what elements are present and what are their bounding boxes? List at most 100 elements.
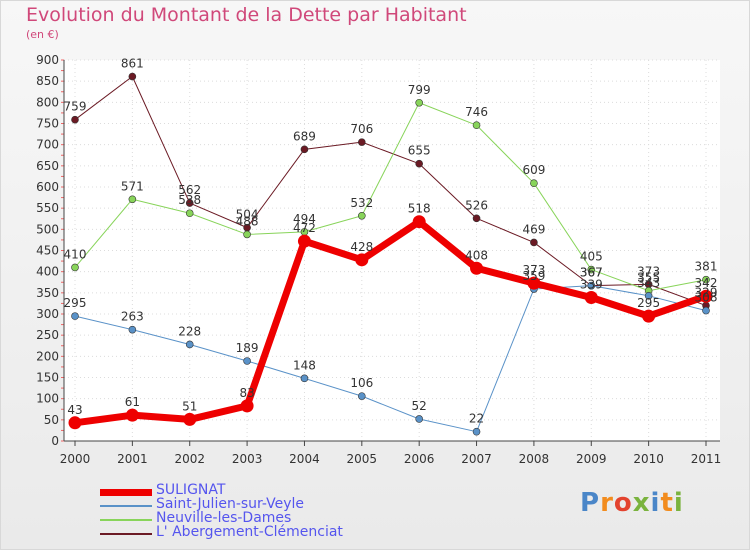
y-tick-label: 300	[36, 307, 59, 321]
data-label: 494	[293, 212, 316, 226]
data-point	[240, 399, 254, 413]
x-tick-label: 2003	[232, 452, 263, 466]
data-point	[125, 408, 139, 422]
data-label: 263	[121, 310, 144, 324]
data-label: 367	[580, 266, 603, 280]
data-label: 469	[522, 222, 545, 236]
data-point	[587, 281, 596, 290]
data-point	[472, 121, 481, 129]
data-point	[128, 325, 137, 334]
x-tick-label: 2006	[404, 452, 435, 466]
data-label: 83	[239, 386, 254, 400]
data-label: 472	[293, 221, 316, 235]
y-tick-label: 50	[44, 413, 59, 427]
data-point	[527, 276, 541, 290]
legend-swatch	[100, 519, 152, 521]
data-point	[355, 253, 369, 267]
data-point	[185, 199, 194, 207]
data-label: 43	[67, 403, 82, 417]
data-label: 655	[408, 144, 431, 158]
data-point	[472, 214, 481, 223]
data-point	[530, 238, 538, 247]
data-point	[68, 416, 82, 430]
data-label: 148	[293, 358, 316, 372]
data-point	[185, 209, 194, 218]
legend-swatch	[100, 488, 152, 496]
data-label: 373	[637, 264, 660, 278]
data-point	[358, 138, 366, 146]
x-tick-label: 2008	[519, 452, 550, 466]
x-tick-label: 2000	[60, 452, 91, 466]
data-label: 228	[178, 324, 201, 338]
data-point	[358, 392, 366, 400]
chart-subtitle: (en €)	[26, 28, 59, 41]
y-tick-label: 150	[36, 371, 59, 385]
y-tick-label: 500	[36, 222, 59, 236]
data-label: 61	[125, 395, 140, 409]
logo-letter: r	[600, 488, 614, 518]
data-point	[530, 179, 538, 187]
x-tick-label: 2005	[347, 452, 378, 466]
data-label: 526	[465, 198, 488, 212]
data-point	[472, 427, 481, 436]
data-label: 504	[236, 208, 259, 222]
series-line-2	[74, 285, 707, 433]
data-point	[128, 195, 137, 204]
data-label: 571	[121, 179, 144, 193]
data-point	[183, 412, 197, 426]
legend-swatch	[100, 533, 152, 535]
data-label: 329	[695, 286, 718, 300]
logo-letter: P	[580, 488, 601, 518]
x-tick-label: 2011	[691, 452, 722, 466]
y-tick-label: 700	[36, 138, 59, 152]
x-tick-label: 2002	[174, 452, 205, 466]
data-point	[415, 415, 423, 423]
data-label: 367	[580, 266, 603, 280]
data-label: 52	[412, 399, 427, 413]
data-point	[584, 290, 598, 304]
y-tick-label: 350	[36, 286, 59, 300]
data-label: 518	[408, 202, 431, 216]
data-label: 689	[293, 129, 316, 143]
data-label: 538	[178, 193, 201, 207]
data-label: 295	[637, 296, 660, 310]
logo-letter: t	[660, 488, 674, 518]
logo-letter: i	[650, 488, 661, 518]
data-point	[470, 261, 484, 275]
data-point	[699, 289, 713, 303]
data-label: 342	[695, 276, 718, 290]
y-tick-label: 450	[36, 244, 59, 258]
y-tick-label: 0	[51, 434, 59, 448]
data-point	[642, 309, 656, 323]
data-label: 339	[580, 277, 603, 291]
y-tick-label: 900	[36, 53, 59, 67]
data-point	[702, 275, 710, 284]
data-label: 355	[637, 271, 660, 285]
y-tick-label: 400	[36, 265, 59, 279]
data-label: 759	[64, 100, 87, 114]
data-point	[358, 211, 366, 220]
data-label: 609	[522, 163, 545, 177]
data-point	[243, 230, 251, 239]
y-tick-label: 750	[36, 117, 59, 131]
data-label: 373	[522, 263, 545, 277]
x-tick-label: 2004	[289, 452, 320, 466]
data-label: 22	[469, 412, 484, 426]
data-label: 410	[64, 247, 87, 261]
data-label: 488	[236, 214, 259, 228]
data-label: 428	[350, 240, 373, 254]
data-label: 405	[580, 250, 603, 264]
series-line-1	[74, 102, 707, 292]
logo-letter: i	[673, 488, 684, 518]
data-point	[300, 374, 309, 383]
data-label: 381	[695, 260, 718, 274]
logo-letter: x	[632, 488, 651, 518]
y-tick-label: 850	[36, 74, 59, 88]
data-point	[587, 265, 596, 274]
x-tick-label: 2009	[576, 452, 607, 466]
data-label: 799	[408, 83, 431, 97]
data-point	[185, 340, 194, 349]
data-point	[415, 159, 423, 168]
x-tick-label: 2010	[633, 452, 664, 466]
x-tick-label: 2001	[117, 452, 148, 466]
